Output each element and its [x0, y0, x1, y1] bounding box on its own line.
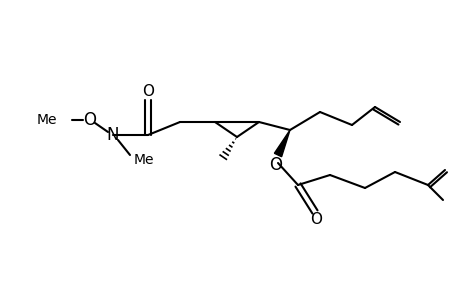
Text: Me: Me — [36, 113, 57, 127]
Polygon shape — [274, 130, 289, 157]
Text: O: O — [269, 156, 282, 174]
Text: O: O — [142, 83, 154, 98]
Text: O: O — [309, 212, 321, 227]
Text: O: O — [84, 111, 96, 129]
Text: N: N — [106, 126, 119, 144]
Text: Me: Me — [134, 153, 154, 167]
